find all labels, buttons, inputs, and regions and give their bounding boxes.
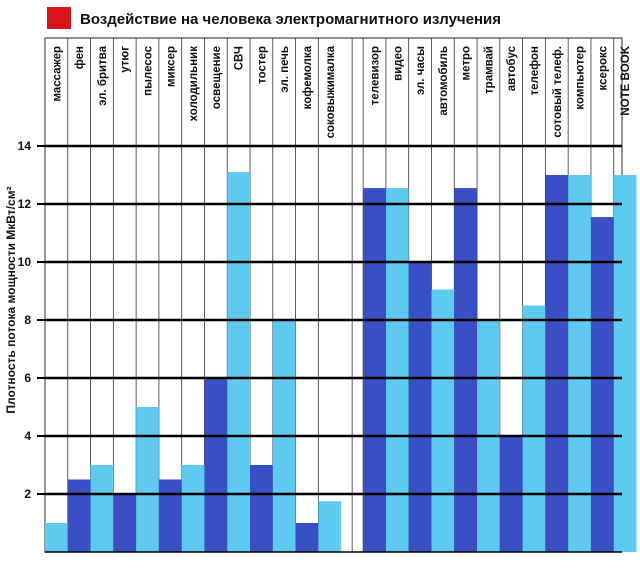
bar (45, 523, 68, 552)
category-label: соковыжималка (325, 45, 337, 138)
category-label: метро (461, 46, 473, 80)
category-label: массажер (51, 46, 63, 102)
category-label: трамвай (483, 46, 495, 94)
category-label: фен (74, 46, 86, 69)
bar (67, 479, 91, 552)
category-label: компьютер (575, 46, 587, 110)
y-tick-label: 14 (18, 139, 32, 153)
bar (136, 407, 159, 552)
bar (363, 188, 386, 553)
bar (318, 501, 342, 552)
category-label: сотовый телеф. (552, 46, 564, 138)
category-label: миксер (165, 46, 177, 87)
category-label: ксерокс (597, 45, 609, 90)
bar (250, 465, 273, 552)
bar (522, 305, 546, 552)
chart-title: Воздействие на человека электромагнитног… (80, 11, 501, 28)
bar (181, 465, 205, 552)
category-label: утюг (120, 46, 132, 73)
category-label: эл. часы (415, 46, 427, 95)
y-tick-label: 2 (24, 487, 31, 501)
bar (568, 175, 591, 552)
bar (204, 378, 228, 552)
bar (113, 494, 137, 552)
bar (590, 217, 614, 553)
category-label: NOTE BOOK (620, 45, 632, 115)
bar (408, 262, 432, 552)
category-label: автомобиль (438, 46, 450, 116)
y-tick-label: 12 (18, 197, 32, 211)
category-label: кофемолка (302, 45, 314, 109)
category-label: тостер (256, 46, 268, 84)
bar (431, 289, 455, 552)
bar (385, 188, 409, 553)
y-tick-label: 6 (24, 371, 31, 385)
category-label: телефон (529, 46, 541, 96)
category-label: эл. печь (279, 46, 291, 93)
category-label: пылесос (143, 45, 155, 95)
category-label: автобус (506, 45, 518, 91)
plot-area: 2 4 6 8 10 12 14 массажер фен эл. бритва утюг пылес… (18, 37, 637, 553)
y-tick-label: 10 (18, 255, 32, 269)
y-tick-label: 4 (24, 429, 31, 443)
bar (613, 175, 637, 552)
bar (295, 523, 319, 552)
category-label: холодильник (188, 46, 200, 122)
title-legend-swatch (47, 7, 71, 29)
category-label: видео (392, 46, 404, 81)
y-tick-label: 8 (24, 313, 31, 327)
bar (545, 175, 569, 552)
category-label: освещение (211, 46, 223, 109)
y-axis-label: Плотность потока мощности МкВт/см² (4, 186, 18, 413)
bar (90, 465, 114, 552)
bar (158, 479, 182, 552)
category-label: СВЧ (234, 46, 246, 70)
category-label: телевизор (370, 46, 382, 105)
bar (454, 188, 478, 553)
category-label: эл. бритва (97, 45, 109, 106)
bar (227, 172, 251, 552)
